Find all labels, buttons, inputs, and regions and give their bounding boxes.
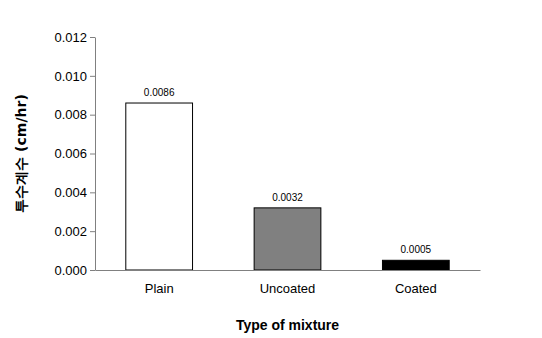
tick-label: 0.004: [54, 185, 87, 200]
tick: 0.008: [54, 107, 95, 122]
tick: 0.006: [54, 146, 95, 161]
tick-label: 0.008: [54, 107, 87, 122]
y-axis-title: 투수계수 (cm/hr): [13, 94, 29, 213]
data-label: 0.0005: [401, 244, 432, 255]
axis-line: [95, 38, 96, 271]
tick: 0.012: [54, 30, 95, 45]
tick-label: 0.002: [54, 224, 87, 239]
chart: 0.000 0.002 0.004 0.006 0.008 0.010 0.012 Plain…: [0, 0, 542, 338]
tick-mark: [90, 76, 95, 77]
tick: Coated: [395, 270, 437, 296]
tick-mark: [90, 37, 95, 38]
tick: Plain: [145, 270, 174, 296]
tick-mark: [90, 270, 95, 271]
axis-line: [96, 270, 481, 271]
data-labels: 0.0086 0.0032 0.0005: [144, 87, 432, 255]
bar: [254, 208, 321, 270]
data-label: 0.0032: [272, 192, 303, 203]
tick-mark: [90, 115, 95, 116]
x-axis-title: Type of mixture: [236, 317, 339, 333]
tick-label: 0.010: [54, 68, 87, 83]
tick-mark: [90, 192, 95, 193]
bar: [126, 103, 193, 270]
tick-label: Coated: [395, 281, 437, 296]
tick: 0.002: [54, 224, 95, 239]
tick-mark: [90, 231, 95, 232]
bars: [126, 103, 449, 270]
bar: [382, 260, 449, 270]
data-label: 0.0086: [144, 87, 175, 98]
tick-label: Uncoated: [260, 281, 316, 296]
tick-label: 0.000: [54, 263, 87, 278]
tick-label: 0.012: [54, 30, 87, 45]
tick-mark: [90, 154, 95, 155]
tick: 0.000: [54, 263, 95, 278]
tick: 0.010: [54, 68, 95, 83]
plot: 0.000 0.002 0.004 0.006 0.008 0.010 0.012 Plain…: [54, 30, 480, 297]
tick: Uncoated: [260, 270, 316, 296]
tick-label: Plain: [145, 281, 174, 296]
x-axis: Plain Uncoated Coated: [96, 270, 481, 296]
tick-label: 0.006: [54, 146, 87, 161]
tick: 0.004: [54, 185, 95, 200]
y-axis: 0.000 0.002 0.004 0.006 0.008 0.010 0.012: [54, 30, 95, 278]
